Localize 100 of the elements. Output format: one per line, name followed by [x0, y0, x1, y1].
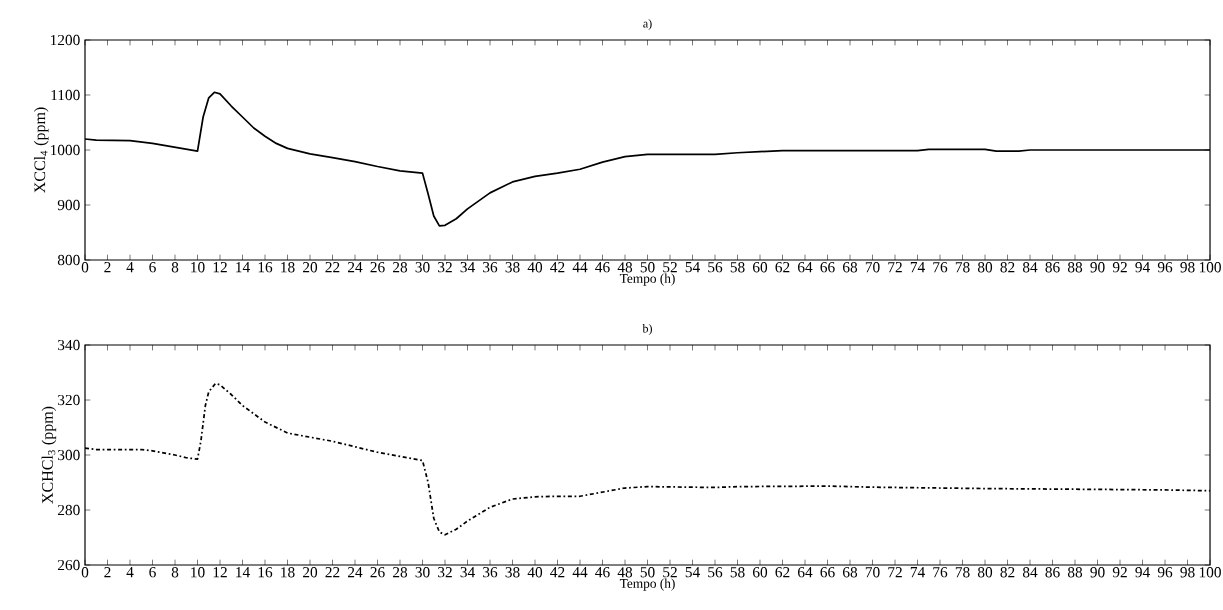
x-tick-label: 34 — [460, 262, 475, 273]
x-tick-label: 68 — [842, 262, 858, 273]
x-tick-label: 48 — [617, 262, 633, 273]
x-tick-label: 58 — [730, 262, 745, 273]
chart-title: b) — [642, 324, 652, 335]
x-tick-label: 60 — [752, 567, 768, 578]
x-tick-label: 16 — [258, 262, 273, 273]
x-tick-label: 28 — [393, 262, 408, 273]
x-tick-label: 98 — [1180, 262, 1195, 273]
x-tick-label: 74 — [910, 567, 925, 578]
x-tick-label: 46 — [595, 262, 610, 273]
x-tick-label: 8 — [171, 567, 179, 578]
x-tick-label: 72 — [888, 567, 902, 578]
x-tick-label: 16 — [258, 567, 273, 578]
x-tick-label: 86 — [1045, 262, 1060, 273]
x-tick-label: 100 — [1199, 262, 1221, 273]
x-tick-label: 70 — [865, 567, 880, 578]
x-tick-label: 8 — [171, 262, 179, 273]
y-tick-label: 280 — [57, 504, 80, 516]
x-tick-label: 76 — [933, 262, 948, 273]
x-tick-label: 92 — [1112, 262, 1127, 273]
x-tick-label: 54 — [685, 567, 700, 578]
x-tick-label: 0 — [81, 262, 89, 273]
x-tick-label: 22 — [325, 262, 340, 273]
x-tick-label: 4 — [126, 262, 134, 273]
x-axis-title: Tempo (h) — [619, 273, 675, 286]
x-tick-label: 78 — [955, 567, 970, 578]
y-tick-label: 340 — [58, 339, 80, 351]
x-tick-label: 60 — [752, 262, 768, 273]
x-tick-label: 46 — [595, 567, 610, 578]
x-tick-label: 88 — [1067, 262, 1083, 273]
x-tick-label: 44 — [572, 262, 588, 273]
x-tick-label: 62 — [775, 262, 790, 273]
y-axis-title: XCCl$_{4}$ (ppm) — [33, 107, 49, 193]
x-tick-label: 0 — [81, 567, 89, 578]
x-tick-label: 28 — [393, 567, 408, 578]
y-tick-label: 320 — [58, 394, 80, 406]
y-tick-label: 1000 — [50, 144, 80, 156]
x-tick-label: 18 — [281, 262, 295, 273]
x-tick-label: 42 — [550, 567, 565, 578]
x-tick-label: 62 — [775, 567, 790, 578]
y-tick-label: 1100 — [51, 89, 80, 101]
x-tick-label: 96 — [1157, 567, 1173, 578]
x-tick-label: 6 — [149, 262, 156, 273]
x-tick-label: 52 — [663, 567, 677, 578]
x-tick-label: 20 — [303, 567, 318, 578]
y-tick-label: 800 — [57, 254, 80, 266]
y-tick-label: 260 — [57, 559, 80, 571]
x-tick-label: 32 — [438, 262, 452, 273]
x-tick-label: 52 — [663, 262, 677, 273]
x-tick-label: 10 — [191, 262, 205, 273]
x-tick-label: 78 — [955, 262, 970, 273]
x-tick-label: 48 — [617, 567, 633, 578]
x-tick-label: 86 — [1045, 567, 1060, 578]
x-tick-label: 20 — [303, 262, 318, 273]
x-tick-label: 10 — [191, 567, 205, 578]
x-tick-label: 38 — [505, 567, 520, 578]
x-tick-label: 32 — [438, 567, 452, 578]
x-tick-label: 26 — [370, 262, 385, 273]
x-tick-label: 72 — [888, 262, 902, 273]
x-tick-label: 80 — [977, 262, 993, 273]
y-tick-label: 300 — [58, 449, 80, 461]
x-tick-label: 6 — [149, 567, 156, 578]
x-tick-label: 54 — [685, 262, 700, 273]
x-tick-label: 42 — [550, 262, 565, 273]
x-tick-label: 90 — [1090, 262, 1105, 273]
x-tick-label: 50 — [640, 262, 655, 273]
x-tick-label: 64 — [797, 567, 813, 578]
x-tick-label: 92 — [1112, 567, 1127, 578]
x-tick-label: 76 — [933, 567, 948, 578]
y-axis-title: XCHCl$_{3}$ (ppm) — [41, 406, 57, 504]
x-tick-label: 74 — [910, 262, 925, 273]
x-tick-label: 56 — [708, 262, 723, 273]
x-tick-label: 50 — [640, 567, 655, 578]
x-tick-label: 18 — [281, 567, 295, 578]
x-tick-label: 34 — [460, 567, 475, 578]
x-tick-label: 30 — [415, 567, 430, 578]
x-tick-label: 12 — [213, 567, 227, 578]
x-tick-label: 58 — [730, 567, 745, 578]
x-tick-label: 2 — [104, 262, 111, 273]
x-tick-label: 26 — [370, 567, 385, 578]
x-tick-label: 22 — [325, 567, 340, 578]
x-tick-label: 44 — [572, 567, 588, 578]
x-tick-label: 38 — [505, 262, 520, 273]
x-tick-label: 82 — [1000, 262, 1015, 273]
x-tick-label: 94 — [1135, 567, 1150, 578]
x-tick-label: 36 — [483, 262, 498, 273]
x-tick-label: 14 — [236, 567, 250, 578]
x-tick-label: 88 — [1067, 567, 1083, 578]
x-tick-label: 66 — [820, 567, 835, 578]
x-tick-label: 68 — [842, 567, 858, 578]
x-tick-label: 4 — [126, 567, 134, 578]
x-tick-label: 40 — [527, 262, 543, 273]
x-tick-label: 56 — [708, 567, 723, 578]
y-tick-label: 900 — [57, 199, 80, 211]
x-tick-label: 24 — [348, 567, 363, 578]
x-tick-label: 82 — [1000, 567, 1015, 578]
chart-title: a) — [643, 19, 652, 30]
x-tick-label: 24 — [348, 262, 363, 273]
x-tick-label: 2 — [104, 567, 111, 578]
